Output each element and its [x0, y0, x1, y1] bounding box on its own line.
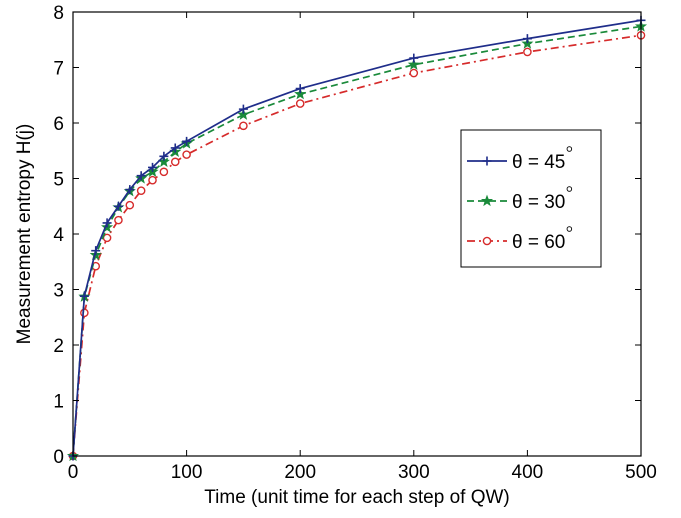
data-point-plus	[238, 104, 248, 114]
data-point-plus	[125, 185, 135, 195]
data-point-circle	[125, 200, 135, 210]
axis-ticks: 0 100 200 300 400 500 0 1 2 3 4 5 6 7 8	[53, 3, 656, 483]
data-point-star	[237, 108, 250, 120]
degree-symbol	[566, 226, 573, 232]
legend-label: θ = 60	[512, 232, 565, 253]
data-point-circle	[182, 150, 191, 159]
x-tick-label: 400	[512, 462, 544, 483]
data-point-plus	[148, 162, 158, 172]
data-point-circle	[80, 308, 89, 318]
y-tick-label: 6	[53, 114, 64, 135]
degree-symbol	[566, 146, 573, 152]
x-tick-label: 100	[171, 462, 203, 483]
data-point-star	[294, 87, 307, 100]
x-axis-title: Time (unit time for each step of QW)	[204, 487, 510, 508]
legend-label: θ = 45	[512, 152, 565, 173]
data-point-plus	[409, 53, 419, 63]
y-axis-title: Measurement entropy H(j)	[14, 124, 35, 345]
data-point-plus	[102, 218, 112, 228]
data-point-circle	[239, 121, 248, 131]
data-point-plus	[182, 136, 192, 146]
y-tick-label: 7	[53, 59, 64, 80]
data-point-plus	[136, 171, 146, 181]
data-point-star	[407, 58, 420, 70]
y-tick-label: 3	[53, 281, 64, 302]
data-point-circle	[523, 47, 532, 57]
data-point-star	[480, 194, 494, 207]
data-point-circle	[148, 175, 157, 185]
data-point-plus	[79, 291, 89, 301]
y-tick-label: 5	[53, 170, 64, 191]
data-point-plus	[113, 201, 123, 211]
data-point-circle	[482, 236, 492, 246]
data-point-plus	[170, 143, 180, 153]
data-point-plus	[295, 84, 305, 94]
y-tick-label: 2	[53, 336, 64, 357]
series-line	[72, 34, 642, 457]
x-tick-label: 300	[398, 462, 430, 483]
y-tick-label: 0	[53, 447, 64, 468]
degree-symbol	[566, 186, 573, 192]
y-tick-label: 4	[53, 225, 64, 246]
legend-entry: θ = 60	[467, 226, 573, 253]
data-point-circle	[170, 157, 180, 167]
data-point-circle	[295, 99, 305, 108]
series-line	[72, 25, 642, 457]
data-point-plus	[159, 151, 169, 161]
data-point-plus	[522, 34, 532, 44]
data-point-circle	[409, 68, 419, 78]
y-tick-label: 1	[53, 392, 64, 413]
legend: θ = 45 θ = 30 θ = 60	[460, 129, 602, 268]
legend-entry: θ = 30	[467, 186, 573, 213]
data-point-plus	[482, 156, 492, 166]
data-point-plus	[91, 246, 101, 256]
series-line	[72, 19, 642, 457]
x-tick-label: 200	[284, 462, 316, 483]
y-tick-label: 8	[53, 3, 64, 24]
data-point-circle	[136, 186, 146, 196]
data-point-circle	[114, 215, 123, 225]
series-layer	[66, 15, 648, 462]
legend-label: θ = 30	[512, 192, 565, 213]
x-tick-label: 500	[625, 462, 657, 483]
legend-entry: θ = 45	[467, 146, 573, 173]
series-1	[68, 15, 646, 461]
x-tick-label: 0	[68, 462, 79, 483]
data-point-circle	[159, 167, 169, 177]
